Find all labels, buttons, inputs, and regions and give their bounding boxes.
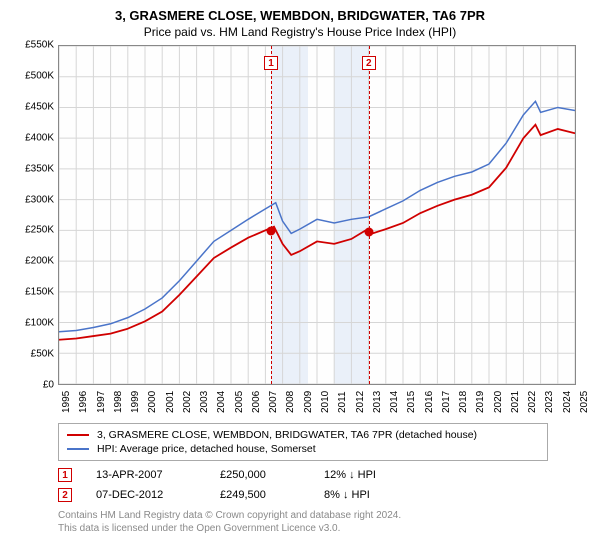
sale-date: 07-DEC-2012: [96, 489, 196, 501]
sale-marker: 2: [58, 488, 72, 502]
x-tick-label: 1998: [113, 391, 124, 413]
x-tick-label: 2013: [372, 391, 383, 413]
sale-date: 13-APR-2007: [96, 469, 196, 481]
y-tick-label: £200K: [25, 256, 54, 267]
x-tick-label: 2018: [458, 391, 469, 413]
x-tick-label: 1995: [61, 391, 72, 413]
y-tick-label: £400K: [25, 132, 54, 143]
x-tick-label: 2025: [579, 391, 590, 413]
footer: Contains HM Land Registry data © Crown c…: [58, 509, 590, 535]
footer-line2: This data is licensed under the Open Gov…: [58, 522, 590, 535]
event-marker: 1: [264, 56, 278, 70]
y-tick-label: £150K: [25, 287, 54, 298]
event-vline: [369, 46, 370, 384]
plot-region: 12: [58, 45, 576, 385]
y-tick-label: £50K: [31, 349, 54, 360]
sale-delta: 8% ↓ HPI: [324, 489, 414, 501]
legend-label-hpi: HPI: Average price, detached house, Some…: [97, 443, 316, 455]
y-tick-label: £500K: [25, 70, 54, 81]
legend-swatch-hpi: [67, 448, 89, 450]
x-tick-label: 2014: [389, 391, 400, 413]
x-tick-label: 2010: [320, 391, 331, 413]
event-marker: 2: [362, 56, 376, 70]
x-tick-label: 1999: [130, 391, 141, 413]
y-tick-label: £550K: [25, 40, 54, 51]
sales-table: 1 13-APR-2007 £250,000 12% ↓ HPI 2 07-DEC-201…: [58, 465, 590, 505]
x-axis: 1995 1996 1997 1998 1999 2000 2001 2002 2003 2004…: [58, 385, 576, 415]
x-tick-label: 2006: [251, 391, 262, 413]
sale-marker: 1: [58, 468, 72, 482]
sale-row: 1 13-APR-2007 £250,000 12% ↓ HPI: [58, 465, 590, 485]
x-tick-label: 2012: [355, 391, 366, 413]
chart-container: 3, GRASMERE CLOSE, WEMBDON, BRIDGWATER, …: [0, 0, 600, 560]
sale-delta: 12% ↓ HPI: [324, 469, 414, 481]
x-tick-label: 2017: [441, 391, 452, 413]
y-tick-label: £250K: [25, 225, 54, 236]
page-subtitle: Price paid vs. HM Land Registry's House …: [10, 25, 590, 39]
x-tick-label: 2019: [475, 391, 486, 413]
x-tick-label: 2020: [493, 391, 504, 413]
x-tick-label: 1996: [78, 391, 89, 413]
x-tick-label: 2000: [147, 391, 158, 413]
x-tick-label: 2004: [216, 391, 227, 413]
x-tick-label: 2008: [285, 391, 296, 413]
y-axis: £0£50K£100K£150K£200K£250K£300K£350K£400…: [16, 45, 58, 385]
y-tick-label: £300K: [25, 194, 54, 205]
x-tick-label: 2007: [268, 391, 279, 413]
event-dot: [267, 227, 276, 236]
x-tick-label: 2003: [199, 391, 210, 413]
x-tick-label: 2023: [544, 391, 555, 413]
sale-row: 2 07-DEC-2012 £249,500 8% ↓ HPI: [58, 485, 590, 505]
x-tick-label: 1997: [96, 391, 107, 413]
x-tick-label: 2001: [165, 391, 176, 413]
x-tick-label: 2016: [424, 391, 435, 413]
legend: 3, GRASMERE CLOSE, WEMBDON, BRIDGWATER, …: [58, 423, 548, 461]
x-tick-label: 2002: [182, 391, 193, 413]
legend-row-hpi: HPI: Average price, detached house, Some…: [67, 442, 539, 456]
sale-price: £249,500: [220, 489, 300, 501]
y-tick-label: £100K: [25, 318, 54, 329]
x-tick-label: 2011: [337, 391, 348, 413]
legend-row-property: 3, GRASMERE CLOSE, WEMBDON, BRIDGWATER, …: [67, 428, 539, 442]
y-tick-label: £450K: [25, 101, 54, 112]
x-tick-label: 2009: [303, 391, 314, 413]
event-vline: [271, 46, 272, 384]
x-tick-label: 2022: [527, 391, 538, 413]
x-tick-label: 2015: [406, 391, 417, 413]
x-tick-label: 2005: [234, 391, 245, 413]
footer-line1: Contains HM Land Registry data © Crown c…: [58, 509, 590, 522]
x-tick-label: 2021: [510, 391, 521, 413]
sale-price: £250,000: [220, 469, 300, 481]
event-dot: [364, 227, 373, 236]
plot-svg: [59, 46, 575, 384]
legend-label-property: 3, GRASMERE CLOSE, WEMBDON, BRIDGWATER, …: [97, 429, 477, 441]
y-tick-label: £0: [43, 380, 54, 391]
chart-area: £0 £50K £100K £150K £200K £250K £300K £350K £400…: [16, 45, 576, 415]
x-tick-label: 2024: [562, 391, 573, 413]
y-tick-label: £350K: [25, 163, 54, 174]
legend-swatch-property: [67, 434, 89, 436]
page-title: 3, GRASMERE CLOSE, WEMBDON, BRIDGWATER, …: [10, 8, 590, 23]
